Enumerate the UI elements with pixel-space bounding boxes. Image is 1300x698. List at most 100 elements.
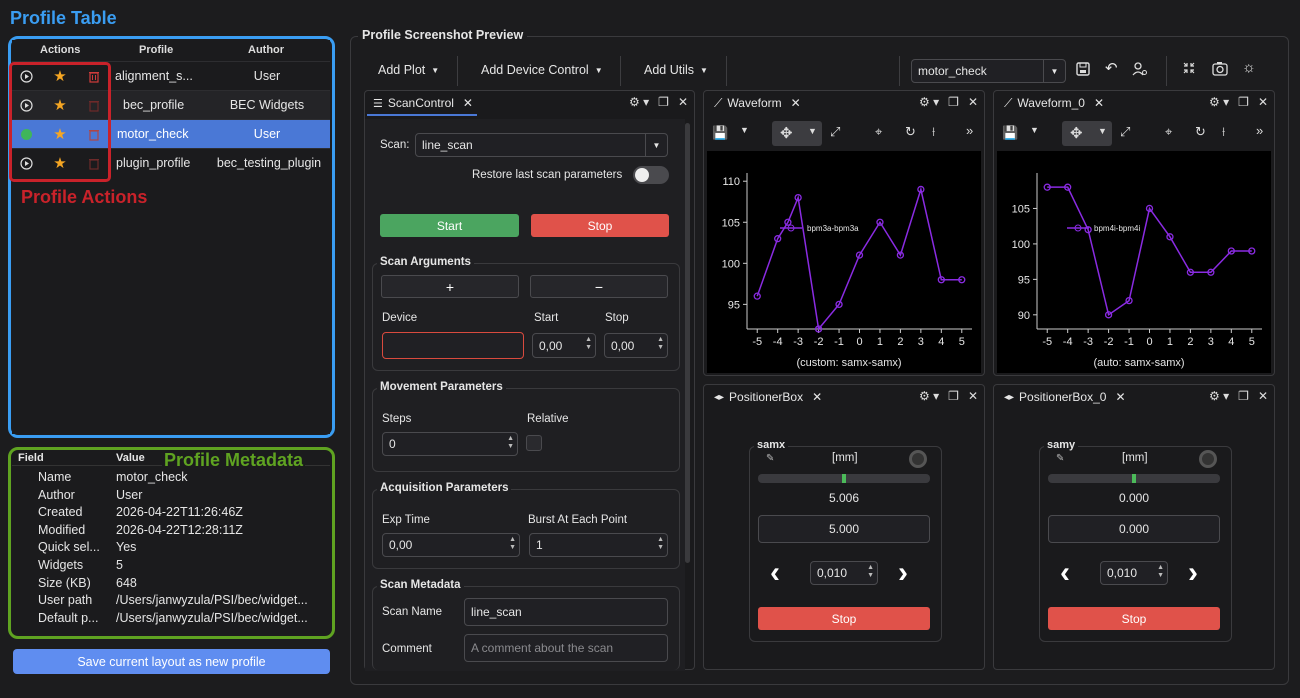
close-icon[interactable]: ✕ [1257,389,1268,403]
activate-icon[interactable] [18,68,34,84]
close-icon[interactable]: ✕ [1257,95,1268,109]
active-indicator-icon[interactable] [18,126,34,142]
close-icon[interactable]: ✕ [462,96,473,110]
chevron-down-icon[interactable]: ▼ [1098,126,1107,136]
close-icon[interactable]: ✕ [790,96,801,110]
crosshair-icon[interactable]: ⌖ [875,124,883,139]
waveform-plot[interactable]: 95 100 105 110 -5 -4 -3 -2 -1 0 1 2 3 4 5 bpm3a-bpm3a (… [707,151,981,373]
gear-icon[interactable]: ⚙ ▾ [1209,389,1230,403]
profile-row-selected[interactable]: ★ motor_check User [12,119,330,148]
edit-icon[interactable]: ✎ [766,453,775,464]
exp-time-input[interactable]: 0,00 ▲ ▼ [382,533,520,557]
comment-input[interactable]: A comment about the scan [464,634,668,662]
chevron-down-icon[interactable]: ▼ [740,125,749,135]
add-plot-menu[interactable]: Add Plot ▼ [378,63,440,77]
star-icon[interactable]: ★ [53,68,67,85]
save-layout-button[interactable]: Save current layout as new profile [13,649,330,674]
start-value-input[interactable]: 0,00 ▲ ▼ [532,333,596,358]
delete-icon[interactable] [86,68,102,84]
save-icon[interactable]: 💾 [712,125,729,140]
chevron-down-icon[interactable]: ▼ [1030,125,1039,135]
tab-positioner-box[interactable]: ◂▸ PositionerBox ✕ [714,390,823,404]
tab-waveform-0[interactable]: ⟋ Waveform_0 ✕ [1004,95,1105,111]
expand-icon[interactable]: ⤢ [1120,124,1131,139]
stop-button[interactable]: Stop [531,214,669,237]
more-icon[interactable]: » [1256,123,1264,138]
stop-value-input[interactable]: 0,00 ▲ ▼ [604,333,668,358]
scrollbar[interactable] [685,123,690,563]
remove-argument-button[interactable]: − [530,275,668,298]
save-icon[interactable]: 💾 [1002,125,1019,140]
float-icon[interactable]: ❐ [948,95,959,109]
float-icon[interactable]: ❐ [1238,389,1249,403]
add-utils-menu[interactable]: Add Utils ▼ [644,63,708,77]
profile-row[interactable]: ★ alignment_s... User [12,61,330,90]
add-device-control-menu[interactable]: Add Device Control ▼ [481,63,603,77]
add-argument-button[interactable]: + [381,275,519,298]
activate-icon[interactable] [18,97,34,113]
profile-select[interactable]: motor_check ▼ [911,59,1066,83]
close-icon[interactable]: ✕ [967,389,978,403]
tab-waveform[interactable]: ⟋ Waveform ✕ [714,95,801,111]
gear-icon[interactable]: ⚙ ▾ [919,389,940,403]
close-icon[interactable]: ✕ [1115,390,1126,404]
chevron-down-icon[interactable]: ▼ [808,126,817,136]
device-input[interactable] [382,332,524,359]
scan-name-input[interactable]: line_scan [464,598,668,626]
user-settings-icon[interactable] [1132,61,1148,80]
profile-row[interactable]: ★ plugin_profile bec_testing_plugin [12,148,330,177]
setpoint-input[interactable]: 0.000 [1048,515,1220,543]
expand-icon[interactable]: ⤢ [830,124,841,139]
edit-icon[interactable]: ✎ [1056,453,1065,464]
tweak-right-button[interactable]: › [898,556,908,589]
close-icon[interactable]: ✕ [677,95,688,109]
profile-row[interactable]: ★ bec_profile BEC Widgets [12,90,330,119]
step-size-input[interactable]: 0,010 ▲ ▼ [810,561,878,585]
float-icon[interactable]: ❐ [658,95,669,109]
tab-scan-control[interactable]: ☰ ScanControl ✕ [373,96,473,110]
close-icon[interactable]: ✕ [967,95,978,109]
screenshot-icon[interactable] [1212,61,1228,79]
gear-icon[interactable]: ⚙ ▾ [1209,95,1230,109]
crosshair-icon[interactable]: ⌖ [1165,124,1173,139]
close-icon[interactable]: ✕ [812,390,823,404]
scan-select[interactable]: line_scan ▼ [415,133,668,157]
step-size-input[interactable]: 0,010 ▲ ▼ [1100,561,1168,585]
setpoint-input[interactable]: 5.000 [758,515,930,543]
pan-icon[interactable]: ✥ [780,125,793,142]
collapse-icon[interactable] [1182,61,1196,78]
delete-icon[interactable] [86,155,102,171]
float-icon[interactable]: ❐ [1238,95,1249,109]
tweak-left-button[interactable]: ‹ [770,556,780,589]
float-icon[interactable]: ❐ [948,389,959,403]
reset-icon[interactable]: ↻ [905,124,916,139]
restore-toggle[interactable] [633,166,669,184]
tweak-right-button[interactable]: › [1188,556,1198,589]
relative-checkbox[interactable] [526,435,542,451]
activate-icon[interactable] [18,155,34,171]
waveform-0-plot[interactable]: 90 95 100 105 -5 -4 -3 -2 -1 0 1 2 3 4 5 bpm4i-bpm4i (a… [997,151,1271,373]
star-icon[interactable]: ★ [53,155,67,172]
burst-input[interactable]: 1 ▲ ▼ [529,533,668,557]
close-icon[interactable]: ✕ [1093,96,1105,110]
more-icon[interactable]: » [966,123,974,138]
measure-icon[interactable]: ⟊ [1222,124,1226,139]
gear-icon[interactable]: ⚙ ▾ [629,95,650,109]
tab-positioner-box-0[interactable]: ◂▸ PositionerBox_0 ✕ [1004,390,1126,404]
steps-input[interactable]: 0 ▲ ▼ [382,432,518,456]
undo-icon[interactable]: ↶ [1105,60,1118,77]
reset-icon[interactable]: ↻ [1195,124,1206,139]
measure-icon[interactable]: ⟊ [932,124,936,139]
save-icon[interactable] [1075,61,1091,80]
theme-sun-icon[interactable]: ☼ [1242,59,1256,76]
gear-icon[interactable]: ⚙ ▾ [919,95,940,109]
positioner-stop-button[interactable]: Stop [758,607,930,630]
pan-icon[interactable]: ✥ [1070,125,1083,142]
positioner-stop-button[interactable]: Stop [1048,607,1220,630]
star-icon[interactable]: ★ [53,97,67,114]
star-icon[interactable]: ★ [53,126,67,143]
delete-icon[interactable] [86,126,102,142]
start-button[interactable]: Start [380,214,519,237]
tweak-left-button[interactable]: ‹ [1060,556,1070,589]
delete-icon[interactable] [86,97,102,113]
